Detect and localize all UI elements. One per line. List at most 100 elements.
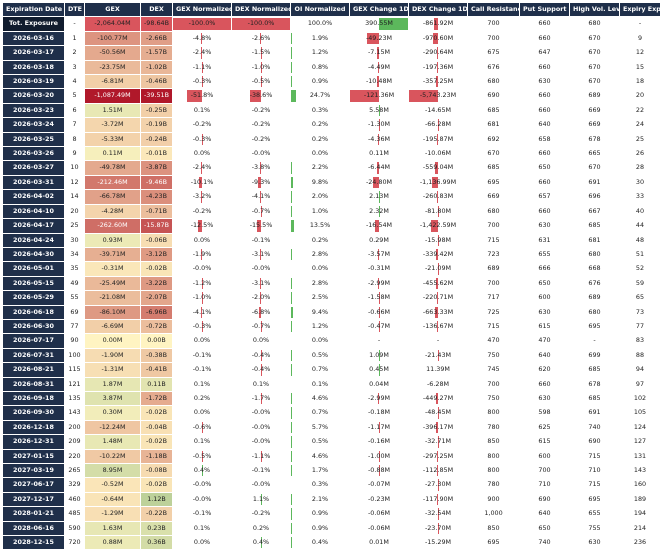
dex-change-cell: -357.25M bbox=[409, 75, 468, 89]
dex-change-cell-label: -21.43M bbox=[425, 351, 451, 359]
header-high-vol-level[interactable]: High Vol. Level bbox=[570, 3, 620, 17]
gex-change-cell: 2.13M bbox=[350, 190, 409, 204]
gex-normalized-cell: -1.2% bbox=[173, 276, 232, 290]
gex-change-cell: -0.07M bbox=[350, 478, 409, 492]
header-dex-normalized[interactable]: DEX Normalized bbox=[232, 3, 291, 17]
header-gex[interactable]: GEX bbox=[85, 3, 141, 17]
dex-cell: 0.00B bbox=[141, 334, 173, 348]
dex-normalized-cell-label: -38.6% bbox=[250, 91, 273, 99]
header-oi-normalized[interactable]: OI Normalized bbox=[291, 3, 350, 17]
high-vol-level-cell: 696 bbox=[570, 190, 620, 204]
gex-change-cell: 5.58M bbox=[350, 103, 409, 117]
high-vol-level-cell: 695 bbox=[570, 319, 620, 333]
gex-normalized-cell-label: 0.1% bbox=[194, 106, 210, 114]
oi-normalized-cell: 0.3% bbox=[291, 103, 350, 117]
gex-normalized-cell: 0.0% bbox=[173, 334, 232, 348]
oi-normalized-cell-label: 0.4% bbox=[312, 538, 328, 546]
call-resistance-cell: 700 bbox=[468, 377, 520, 391]
dex-change-cell: -663.33M bbox=[409, 305, 468, 319]
expiration-date-cell: 2026-04-02 bbox=[3, 190, 65, 204]
header-expiration-date[interactable]: Expiration Date bbox=[3, 3, 65, 17]
dex-normalized-cell-label: -0.1% bbox=[252, 466, 271, 474]
dte-cell: 6 bbox=[65, 103, 85, 117]
header-dex-change-1d[interactable]: DEX Change 1D bbox=[409, 3, 468, 17]
gex-normalized-cell: 0.1% bbox=[173, 435, 232, 449]
dex-change-cell: -21.09M bbox=[409, 262, 468, 276]
oi-normalized-cell-bar bbox=[291, 292, 292, 303]
expiry-exp-move-cell: 25 bbox=[620, 132, 661, 146]
oi-normalized-cell-bar bbox=[291, 451, 292, 462]
dex-change-cell: -195.87M bbox=[409, 132, 468, 146]
put-support-cell: 615 bbox=[520, 435, 570, 449]
gex-normalized-cell: -2.4% bbox=[173, 161, 232, 175]
dex-change-cell-label: -27.30M bbox=[425, 480, 451, 488]
header-dte[interactable]: DTE bbox=[65, 3, 85, 17]
gex-cell: -12.24M bbox=[85, 420, 141, 434]
header-gex-normalized[interactable]: GEX Normalized bbox=[173, 3, 232, 17]
header-call-resistance[interactable]: Call Resistance bbox=[468, 3, 520, 17]
gex-normalized-cell: -0.2% bbox=[173, 204, 232, 218]
put-support-cell: 640 bbox=[520, 507, 570, 521]
dte-cell: 20 bbox=[65, 204, 85, 218]
oi-normalized-cell-bar bbox=[291, 177, 293, 188]
call-resistance-cell: 700 bbox=[468, 31, 520, 45]
oi-normalized-cell: 0.8% bbox=[291, 60, 350, 74]
high-vol-level-cell: 691 bbox=[570, 175, 620, 189]
call-resistance-cell: 717 bbox=[468, 291, 520, 305]
high-vol-level-cell: 670 bbox=[570, 46, 620, 60]
oi-normalized-cell: 0.2% bbox=[291, 132, 350, 146]
gex-change-cell-label: -3.57M bbox=[368, 250, 390, 258]
total-exposure-row[interactable]: Tot. Exposure--2,064.04M-98.64B-100.0%-1… bbox=[3, 17, 661, 31]
header-gex-change-1d[interactable]: GEX Change 1D bbox=[350, 3, 409, 17]
high-vol-level-cell: 670 bbox=[570, 161, 620, 175]
expiration-date-cell: 2026-05-29 bbox=[3, 291, 65, 305]
dte-cell: 10 bbox=[65, 161, 85, 175]
header-dex[interactable]: DEX bbox=[141, 3, 173, 17]
header-expiry-exp-move[interactable]: Expiry Exp. Move bbox=[620, 3, 661, 17]
gex-change-cell: 0.01M bbox=[350, 536, 409, 550]
dte-cell: 265 bbox=[65, 464, 85, 478]
oi-normalized-cell-label: 0.9% bbox=[312, 77, 328, 85]
gex-change-cell: -1.30M bbox=[350, 118, 409, 132]
gex-cell: -39.71M bbox=[85, 247, 141, 261]
put-support-cell: 640 bbox=[520, 118, 570, 132]
header-put-support[interactable]: Put Support bbox=[520, 3, 570, 17]
dex-normalized-cell: 0.1% bbox=[232, 377, 291, 391]
